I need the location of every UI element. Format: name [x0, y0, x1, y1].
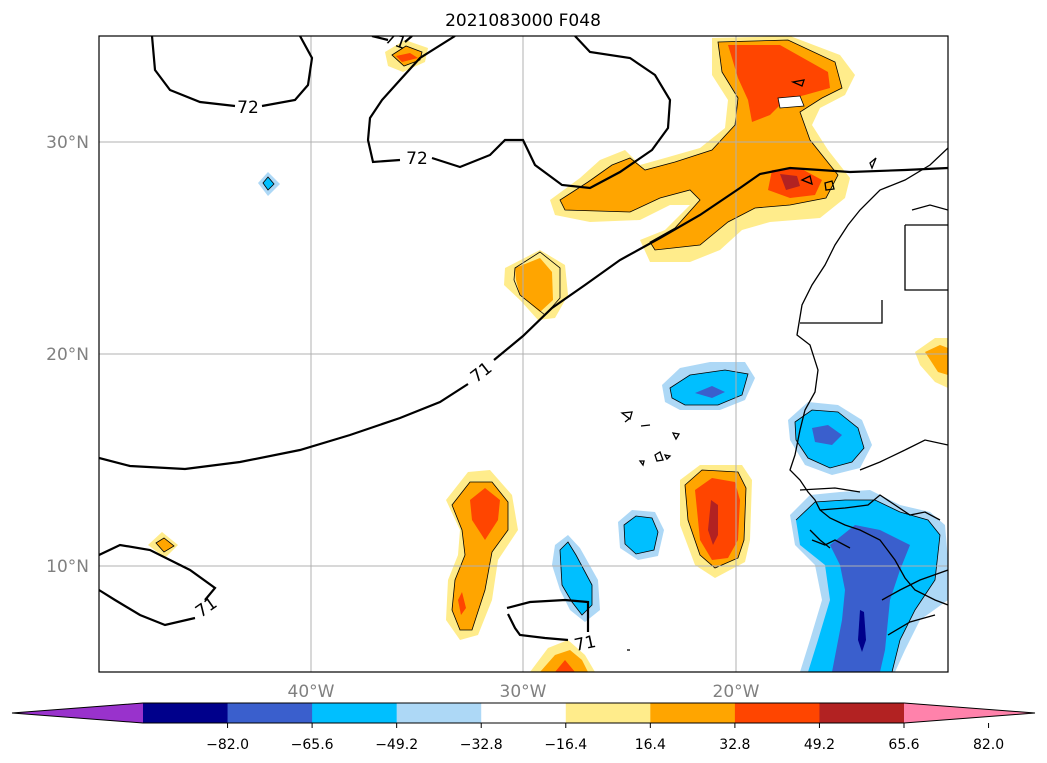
lon-label-20w: 20°W: [713, 682, 760, 702]
colorbar-tick-label: 82.0: [973, 737, 1004, 753]
colorbar-segment: [396, 703, 482, 723]
contour-71-south: [506, 598, 590, 642]
contour-71-main: [99, 166, 948, 471]
coastlines: [620, 79, 948, 651]
map-frame: [98, 35, 949, 673]
colorbar-segment: [143, 703, 229, 723]
lon-label-30w: 30°W: [500, 682, 547, 702]
latitude-labels: 30°N 20°N 10°N: [46, 133, 89, 577]
map-title: 2021083000 F048: [445, 11, 601, 31]
colorbar-segment: [312, 703, 398, 723]
colorbar-segment: [565, 703, 651, 723]
colorbar-tick-label: −82.0: [206, 737, 249, 753]
colorbar-extend-max: [904, 703, 1035, 723]
colorbar-extend-min: [12, 703, 143, 723]
colorbar-segment: [227, 703, 313, 723]
colorbar-segment: [734, 703, 820, 723]
colorbar-tick-label: −49.2: [375, 737, 418, 753]
colorbar-tick-label: 32.8: [719, 737, 750, 753]
lat-label-10n: 10°N: [46, 557, 89, 577]
colorbar-tick-label: 49.2: [804, 737, 835, 753]
contour-label-72-west: 72: [237, 98, 259, 118]
colorbar-segment: [819, 703, 905, 723]
contour-label-71-south: 71: [573, 632, 598, 656]
shaded-field: [148, 36, 948, 672]
lon-label-40w: 40°W: [288, 682, 335, 702]
colorbar-tick-label: −16.4: [544, 737, 587, 753]
colorbar-segment: [481, 703, 567, 723]
colorbar-segment: [650, 703, 736, 723]
colorbar: −82.0 −65.6 −49.2 −32.8 −16.4 16.4 32.8 49.2 65.…: [11, 702, 1036, 753]
contour-72-central: [366, 36, 672, 190]
colorbar-tick-label: −65.6: [291, 737, 334, 753]
lat-label-30n: 30°N: [46, 133, 89, 153]
anomaly-positive-northeast-red: [728, 45, 830, 122]
colorbar-tick-label: 65.6: [888, 737, 919, 753]
contour-label-72-central: 72: [406, 149, 428, 169]
contour-72-west: [150, 36, 314, 108]
longitude-labels: 40°W 30°W 20°W: [288, 682, 760, 702]
contour-71-southwest: [99, 543, 217, 627]
colorbar-tick-label: 16.4: [635, 737, 666, 753]
height-contours: [99, 36, 948, 642]
lat-label-20n: 20°N: [46, 345, 89, 365]
colorbar-tick-label: −32.8: [460, 737, 503, 753]
map-panel: 72 72 71 71 71 71: [98, 35, 949, 673]
